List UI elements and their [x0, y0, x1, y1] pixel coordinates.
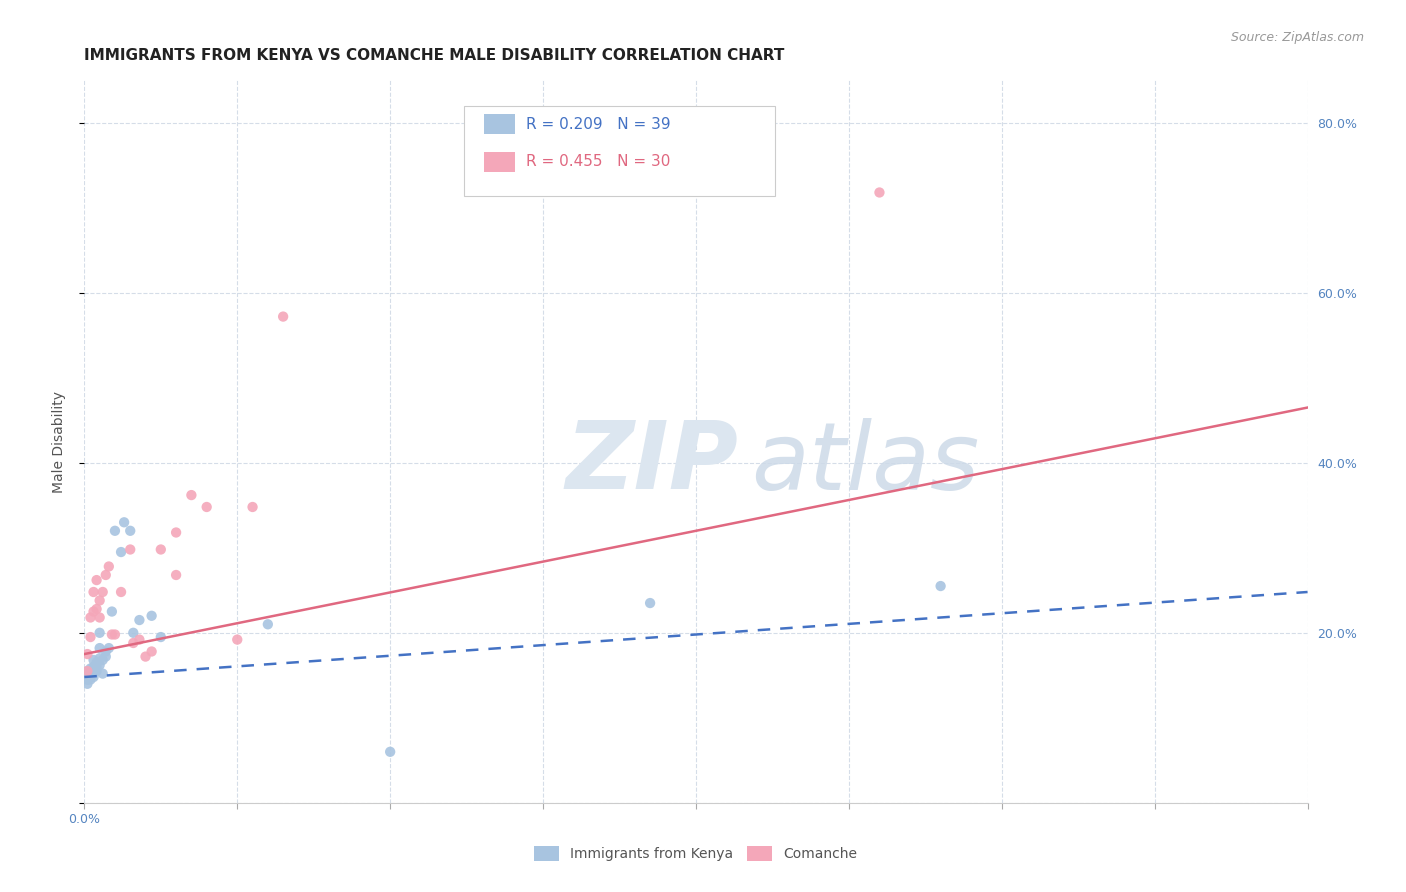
Point — [83, 670, 105, 684]
Point — [141, 644, 163, 658]
Point — [149, 630, 172, 644]
Point — [226, 632, 249, 647]
Point — [89, 658, 111, 673]
Point — [86, 656, 108, 670]
Point — [91, 585, 114, 599]
Point — [79, 661, 101, 675]
Point — [79, 673, 101, 687]
Point — [110, 585, 132, 599]
Point — [869, 186, 891, 200]
Point — [380, 745, 402, 759]
Point — [165, 568, 187, 582]
Point — [128, 613, 150, 627]
Text: R = 0.209   N = 39: R = 0.209 N = 39 — [526, 117, 671, 132]
Point — [91, 653, 114, 667]
Legend: Immigrants from Kenya, Comanche: Immigrants from Kenya, Comanche — [527, 839, 865, 868]
Point — [128, 632, 150, 647]
Point — [104, 524, 127, 538]
Point — [120, 542, 142, 557]
Point — [91, 666, 114, 681]
Point — [97, 641, 120, 656]
Point — [165, 525, 187, 540]
Text: IMMIGRANTS FROM KENYA VS COMANCHE MALE DISABILITY CORRELATION CHART: IMMIGRANTS FROM KENYA VS COMANCHE MALE D… — [84, 48, 785, 62]
Point — [110, 545, 132, 559]
Point — [83, 585, 105, 599]
Text: ZIP: ZIP — [565, 417, 738, 509]
Point — [97, 559, 120, 574]
Point — [638, 596, 661, 610]
Point — [79, 610, 101, 624]
Point — [89, 593, 111, 607]
Point — [76, 673, 98, 687]
Point — [79, 666, 101, 681]
FancyBboxPatch shape — [464, 105, 776, 196]
Point — [101, 627, 124, 641]
Point — [242, 500, 264, 514]
Point — [86, 664, 108, 678]
Point — [83, 664, 105, 678]
Point — [83, 605, 105, 619]
Text: Source: ZipAtlas.com: Source: ZipAtlas.com — [1230, 31, 1364, 45]
Point — [79, 670, 101, 684]
Point — [86, 573, 108, 587]
Point — [94, 644, 117, 658]
Point — [79, 630, 101, 644]
Point — [94, 568, 117, 582]
Point — [89, 641, 111, 656]
Point — [76, 647, 98, 661]
Point — [257, 617, 280, 632]
Point — [86, 602, 108, 616]
Point — [83, 653, 105, 667]
Text: atlas: atlas — [751, 417, 979, 508]
Y-axis label: Male Disability: Male Disability — [52, 391, 66, 492]
Point — [141, 608, 163, 623]
Point — [112, 516, 135, 530]
Point — [104, 627, 127, 641]
Point — [929, 579, 952, 593]
Point — [122, 636, 145, 650]
Point — [89, 625, 111, 640]
Point — [76, 664, 98, 678]
Point — [94, 649, 117, 664]
Point — [76, 673, 98, 687]
Point — [271, 310, 294, 324]
Point — [76, 670, 98, 684]
Point — [122, 625, 145, 640]
Point — [76, 668, 98, 682]
Point — [120, 524, 142, 538]
FancyBboxPatch shape — [484, 152, 515, 172]
Point — [76, 677, 98, 691]
Point — [135, 649, 157, 664]
Point — [180, 488, 202, 502]
Point — [76, 664, 98, 678]
Point — [89, 651, 111, 665]
Text: R = 0.455   N = 30: R = 0.455 N = 30 — [526, 154, 671, 169]
Point — [149, 542, 172, 557]
Point — [195, 500, 218, 514]
Point — [89, 610, 111, 624]
Point — [101, 605, 124, 619]
Point — [83, 660, 105, 674]
FancyBboxPatch shape — [484, 114, 515, 135]
Point — [86, 660, 108, 674]
